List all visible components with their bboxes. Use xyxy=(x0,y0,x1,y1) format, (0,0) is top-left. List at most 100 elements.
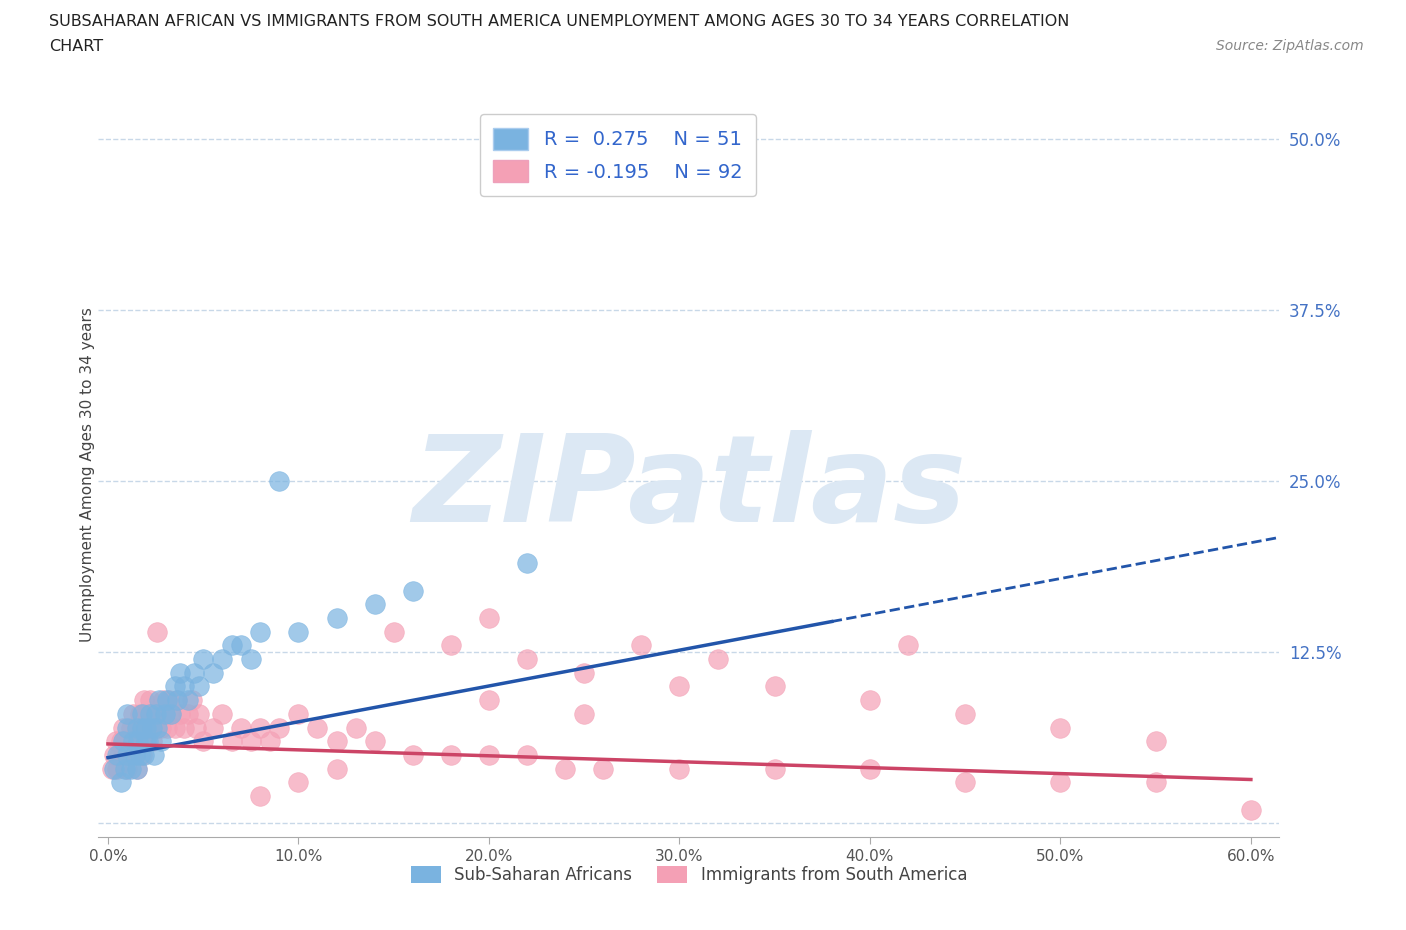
Point xyxy=(211,652,233,667)
Point xyxy=(221,734,243,749)
Point xyxy=(572,665,595,680)
Point xyxy=(135,734,157,749)
Point xyxy=(221,638,243,653)
Point xyxy=(231,720,253,735)
Point xyxy=(325,611,347,626)
Point xyxy=(363,734,385,749)
Point xyxy=(107,748,129,763)
Point xyxy=(114,734,136,749)
Point xyxy=(953,775,976,790)
Point xyxy=(118,748,141,763)
Point xyxy=(136,734,159,749)
Point xyxy=(125,761,148,776)
Point xyxy=(478,693,501,708)
Point xyxy=(145,707,167,722)
Point xyxy=(287,775,309,790)
Point xyxy=(136,720,159,735)
Point xyxy=(859,693,882,708)
Text: ZIPatlas: ZIPatlas xyxy=(412,431,966,548)
Point xyxy=(184,720,207,735)
Point xyxy=(173,720,195,735)
Point xyxy=(239,652,262,667)
Point xyxy=(287,707,309,722)
Point xyxy=(382,624,405,639)
Point xyxy=(148,693,170,708)
Point xyxy=(325,761,347,776)
Point xyxy=(166,693,188,708)
Point xyxy=(139,707,162,722)
Point xyxy=(131,720,153,735)
Point xyxy=(239,734,262,749)
Point xyxy=(156,693,179,708)
Point xyxy=(125,761,148,776)
Point xyxy=(516,652,538,667)
Point xyxy=(572,707,595,722)
Point xyxy=(124,748,146,763)
Point xyxy=(100,761,122,776)
Point xyxy=(169,707,191,722)
Point xyxy=(103,748,125,763)
Point xyxy=(193,734,215,749)
Point xyxy=(115,707,138,722)
Point xyxy=(115,761,138,776)
Point xyxy=(344,720,367,735)
Point xyxy=(173,679,195,694)
Point xyxy=(142,748,165,763)
Point xyxy=(249,624,271,639)
Point xyxy=(150,734,173,749)
Point xyxy=(121,707,143,722)
Point xyxy=(131,720,153,735)
Point xyxy=(1049,720,1071,735)
Point xyxy=(107,761,129,776)
Point xyxy=(1049,775,1071,790)
Point xyxy=(269,473,291,488)
Point xyxy=(180,693,202,708)
Point xyxy=(763,761,786,776)
Point xyxy=(148,707,170,722)
Point xyxy=(129,748,152,763)
Point xyxy=(859,761,882,776)
Point xyxy=(630,638,652,653)
Point xyxy=(159,707,181,722)
Point xyxy=(325,734,347,749)
Point xyxy=(201,720,224,735)
Point xyxy=(125,720,148,735)
Point xyxy=(169,665,191,680)
Point xyxy=(706,652,728,667)
Point xyxy=(129,707,152,722)
Point xyxy=(115,748,138,763)
Point xyxy=(135,734,157,749)
Point xyxy=(307,720,329,735)
Point xyxy=(156,720,179,735)
Point xyxy=(120,761,142,776)
Legend: Sub-Saharan Africans, Immigrants from South America: Sub-Saharan Africans, Immigrants from So… xyxy=(401,856,977,894)
Point xyxy=(177,693,200,708)
Point xyxy=(183,665,205,680)
Point xyxy=(135,707,157,722)
Point xyxy=(104,734,127,749)
Point xyxy=(249,720,271,735)
Point xyxy=(478,748,501,763)
Point xyxy=(135,720,157,735)
Point xyxy=(1144,775,1167,790)
Point xyxy=(287,624,309,639)
Point xyxy=(115,734,138,749)
Point xyxy=(177,707,200,722)
Point xyxy=(110,775,132,790)
Point xyxy=(131,707,153,722)
Point xyxy=(163,679,186,694)
Point xyxy=(110,734,132,749)
Point xyxy=(953,707,976,722)
Point xyxy=(363,597,385,612)
Point xyxy=(141,734,163,749)
Point xyxy=(134,748,156,763)
Point xyxy=(193,652,215,667)
Point xyxy=(114,761,136,776)
Point xyxy=(150,720,173,735)
Point xyxy=(121,734,143,749)
Y-axis label: Unemployment Among Ages 30 to 34 years: Unemployment Among Ages 30 to 34 years xyxy=(80,307,94,642)
Point xyxy=(440,638,463,653)
Point xyxy=(103,761,125,776)
Point xyxy=(153,707,176,722)
Point xyxy=(402,583,425,598)
